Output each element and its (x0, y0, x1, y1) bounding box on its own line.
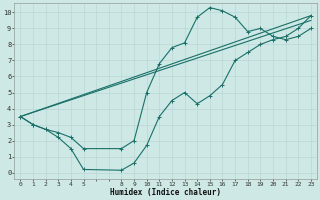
X-axis label: Humidex (Indice chaleur): Humidex (Indice chaleur) (110, 188, 221, 197)
